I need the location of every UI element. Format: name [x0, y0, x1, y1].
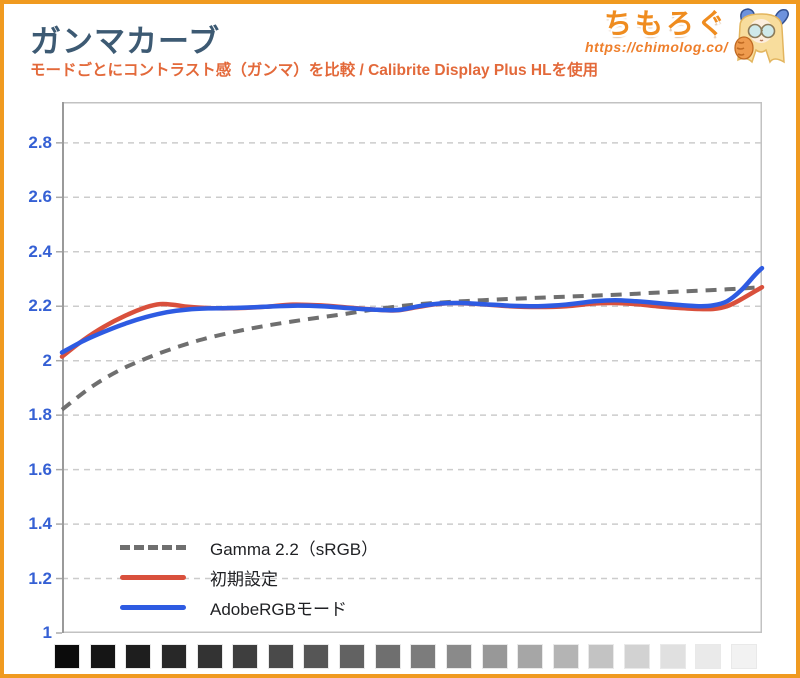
legend-swatch	[120, 604, 186, 610]
grayscale-patch	[517, 644, 544, 669]
grayscale-patch	[445, 644, 472, 669]
legend-swatch	[120, 574, 186, 580]
legend-swatch	[120, 544, 186, 550]
legend-label: Gamma 2.2（sRGB）	[210, 539, 379, 559]
grayscale-patch	[267, 644, 294, 669]
grayscale-patch	[339, 644, 365, 669]
grayscale-patch	[160, 644, 187, 669]
legend-item: 初期設定	[120, 566, 378, 589]
grayscale-patch	[730, 644, 757, 669]
grayscale-patch	[54, 644, 80, 669]
brand-logo: ちもろぐ https://chimolog.co/	[585, 6, 792, 64]
y-axis-label: 1.6	[28, 459, 52, 479]
grayscale-patch	[303, 644, 330, 669]
legend-item: Gamma 2.2（sRGB）	[120, 536, 379, 559]
y-axis-label: 1.2	[28, 568, 52, 588]
y-axis-label: 1.8	[28, 405, 52, 425]
mascot-fox-girl-icon	[734, 8, 789, 64]
legend-item: AdobeRGBモード	[120, 596, 378, 619]
grayscale-patch	[695, 644, 722, 669]
grayscale-patch	[232, 644, 259, 669]
series-line-gamma-ref	[60, 285, 763, 412]
brand-texts: ちもろぐ https://chimolog.co/	[585, 8, 728, 56]
legend-label: AdobeRGBモード	[210, 599, 347, 619]
grayscale-patch	[374, 644, 401, 669]
y-axis-label: 2.6	[28, 187, 52, 207]
y-axis-label: 2.8	[28, 132, 52, 152]
brand-url: https://chimolog.co/	[585, 39, 728, 55]
series-line-adobergb-mode	[59, 265, 765, 355]
grayscale-patch	[410, 644, 437, 669]
series-line-default-mode	[59, 284, 765, 359]
grayscale-patch	[659, 644, 686, 669]
grayscale-patch	[196, 644, 223, 669]
page-title: ガンマカーブ	[30, 24, 221, 59]
page-subtitle: モードごとにコントラスト感（ガンマ）を比較 / Calibrite Displa…	[30, 62, 599, 79]
legend-label: 初期設定	[210, 569, 278, 589]
grayscale-strip	[54, 644, 757, 669]
grayscale-patch	[89, 644, 116, 669]
brand-name: ちもろぐ	[603, 8, 728, 39]
grayscale-patch	[552, 644, 579, 669]
grayscale-patch	[624, 644, 650, 669]
grayscale-patch	[125, 644, 152, 669]
grayscale-patch	[588, 644, 615, 669]
plot-area	[56, 102, 765, 634]
y-axis-label: 1.4	[28, 514, 52, 534]
grayscale-patch	[481, 644, 508, 669]
y-axis-label: 2.4	[28, 241, 52, 261]
chart-legend: Gamma 2.2（sRGB） 初期設定 AdobeRGBモード	[120, 536, 378, 626]
y-axis-label: 2	[42, 350, 52, 370]
y-axis-label: 2.2	[28, 296, 52, 316]
y-axis-label: 1	[42, 623, 52, 642]
